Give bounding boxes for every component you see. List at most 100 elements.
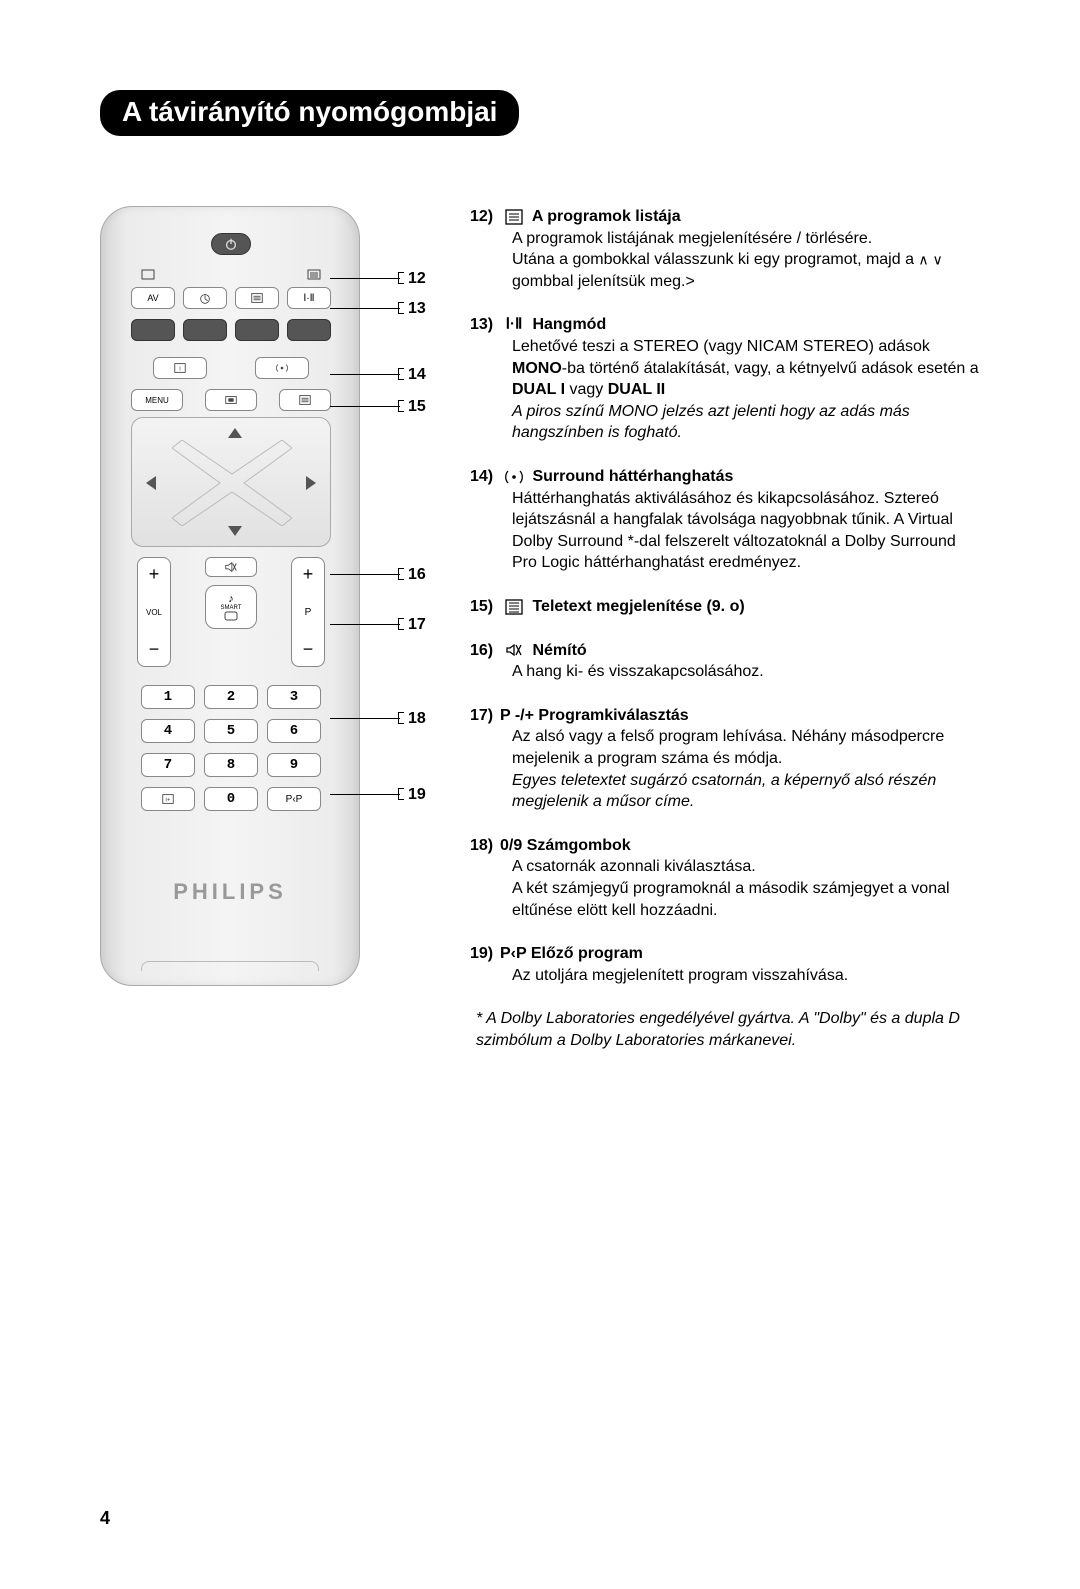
svg-text:i: i — [179, 366, 180, 373]
callout-line — [330, 278, 400, 279]
item-title: Némító — [532, 642, 586, 659]
format-button — [205, 389, 257, 411]
minus-icon: − — [303, 639, 314, 660]
teletext-button — [279, 389, 331, 411]
item-body: Lehetővé teszi a STEREO (vagy NICAM STER… — [470, 336, 980, 444]
item-title: Hangmód — [532, 316, 606, 333]
item-title: Teletext megjelenítése (9. o) — [532, 598, 744, 615]
mute-button — [205, 557, 257, 577]
item-body: A hang ki- és visszakapcsolásához. — [470, 661, 980, 683]
brand-label: PHILIPS — [101, 879, 359, 905]
vol-label: VOL — [146, 608, 162, 617]
vol-rocker: + VOL − — [137, 557, 171, 667]
digit-1: 1 — [141, 685, 195, 709]
item-title: Surround háttérhanghatás — [532, 468, 733, 485]
callout-line — [330, 308, 400, 309]
callout-hook — [398, 302, 404, 314]
item-body: Háttérhanghatás aktiválásához és kikapcs… — [470, 488, 980, 574]
item-title: P -/+ Programkiválasztás — [500, 707, 689, 724]
p-label: P — [305, 607, 312, 618]
dpad — [131, 417, 331, 547]
item-19: 19)P‹P Előző programAz utoljára megjelen… — [470, 943, 980, 986]
item-head: 15) Teletext megjelenítése (9. o) — [470, 596, 980, 618]
p-rocker: + P − — [291, 557, 325, 667]
power-button — [211, 233, 251, 255]
callout-line — [330, 574, 400, 575]
info-button: i — [153, 357, 207, 379]
prev-prog-button: P‹P — [267, 787, 321, 811]
item-15: 15) Teletext megjelenítése (9. o) — [470, 596, 980, 618]
item-head: 17)P -/+ Programkiválasztás — [470, 705, 980, 727]
page-title: A távirányító nyomógombjai — [100, 90, 519, 136]
digit-0: 0 — [204, 787, 258, 811]
item-head: 19)P‹P Előző program — [470, 943, 980, 965]
yellow-button — [235, 319, 279, 341]
item-body: A csatornák azonnali kiválasztása.A két … — [470, 856, 980, 921]
callout-number: 14 — [408, 366, 426, 384]
sleep-icon — [135, 267, 163, 283]
i-ii-icon: Ⅰ·Ⅱ — [502, 314, 526, 336]
item-body: Az alsó vagy a felső program lehívása. N… — [470, 726, 980, 812]
plus-icon: + — [303, 564, 314, 585]
digit-7: 7 — [141, 753, 195, 777]
callout-line — [330, 406, 400, 407]
osd-button: i+ — [141, 787, 195, 811]
callout-hook — [398, 368, 404, 380]
list-tiny-icon — [301, 267, 329, 283]
surround-button — [255, 357, 309, 379]
item-14: 14) Surround háttérhanghatásHáttérhangha… — [470, 466, 980, 574]
digit-6: 6 — [267, 719, 321, 743]
item-head: 18)0/9 Számgombok — [470, 835, 980, 857]
item-12: 12) A programok listájaA programok listá… — [470, 206, 980, 292]
digit-8: 8 — [204, 753, 258, 777]
item-head: 12) A programok listája — [470, 206, 980, 228]
item-title: 0/9 Számgombok — [500, 837, 631, 854]
callout-hook — [398, 272, 404, 284]
page-number: 4 — [100, 1508, 110, 1529]
callout-number: 19 — [408, 786, 426, 804]
item-head: 14) Surround háttérhanghatás — [470, 466, 980, 488]
item-body: A programok listájának megjelenítésére /… — [470, 228, 980, 293]
callout-number: 15 — [408, 398, 426, 416]
smart-group: ♪ SMART — [205, 585, 257, 629]
minus-icon: − — [149, 639, 160, 660]
callout-number: 16 — [408, 566, 426, 584]
item-16: 16) NémítóA hang ki- és visszakapcsolásá… — [470, 640, 980, 683]
callout-line — [330, 374, 400, 375]
item-head: 13)Ⅰ·Ⅱ Hangmód — [470, 314, 980, 336]
item-18: 18)0/9 SzámgombokA csatornák azonnali ki… — [470, 835, 980, 921]
callout-line — [330, 718, 400, 719]
green-button — [183, 319, 227, 341]
mute-icon — [502, 640, 526, 662]
svg-text:i+: i+ — [166, 797, 171, 804]
callout-number: 12 — [408, 270, 426, 288]
digit-9: 9 — [267, 753, 321, 777]
digit-2: 2 — [204, 685, 258, 709]
callout-number: 13 — [408, 300, 426, 318]
list-button — [235, 287, 279, 309]
callout-hook — [398, 400, 404, 412]
callout-hook — [398, 568, 404, 580]
plus-icon: + — [149, 564, 160, 585]
list-icon — [502, 206, 526, 228]
blue-button — [287, 319, 331, 341]
i-ii-button: Ⅰ·Ⅱ — [287, 287, 331, 309]
callout-number: 18 — [408, 710, 426, 728]
callout-hook — [398, 618, 404, 630]
item-13: 13)Ⅰ·Ⅱ HangmódLehetővé teszi a STEREO (v… — [470, 314, 980, 444]
digit-3: 3 — [267, 685, 321, 709]
item-17: 17)P -/+ ProgramkiválasztásAz alsó vagy … — [470, 705, 980, 813]
callout-hook — [398, 788, 404, 800]
item-head: 16) Némító — [470, 640, 980, 662]
item-title: A programok listája — [532, 208, 681, 225]
surround-icon — [502, 466, 526, 488]
digit-4: 4 — [141, 719, 195, 743]
teletext-icon — [502, 596, 526, 618]
footnote: * A Dolby Laboratories engedélyével gyár… — [470, 1008, 980, 1051]
digit-5: 5 — [204, 719, 258, 743]
item-title: P‹P Előző program — [500, 945, 643, 962]
callout-line — [330, 794, 400, 795]
callout-line — [330, 624, 400, 625]
item-body: Az utoljára megjelenített program vissza… — [470, 965, 980, 987]
callout-number: 17 — [408, 616, 426, 634]
